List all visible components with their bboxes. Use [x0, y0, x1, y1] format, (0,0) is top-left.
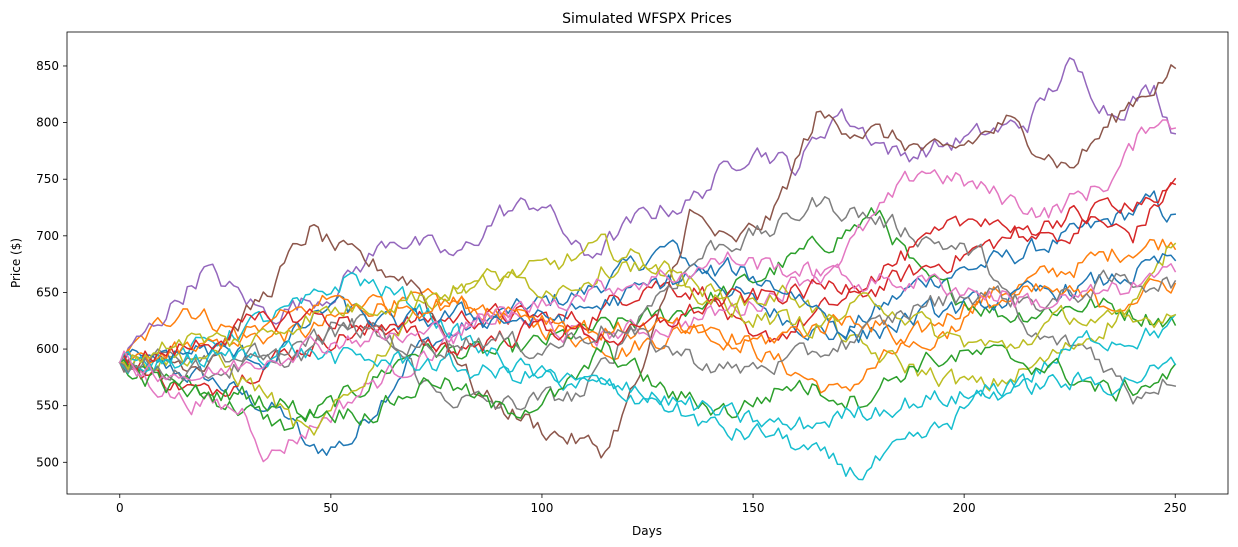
y-tick-label: 650 — [36, 285, 59, 299]
y-tick-label: 600 — [36, 342, 59, 356]
y-tick-label: 700 — [36, 229, 59, 243]
plot-frame — [66, 31, 1229, 495]
series-line-18 — [118, 251, 1177, 383]
x-tick-label: 100 — [531, 501, 554, 515]
series-layer — [118, 57, 1177, 481]
series-line-6 — [118, 64, 1177, 459]
x-tick-label: 200 — [953, 501, 976, 515]
series-line-17 — [118, 269, 1177, 382]
x-tick-label: 250 — [1164, 501, 1187, 515]
y-tick-label: 750 — [36, 172, 59, 186]
series-line-14 — [118, 182, 1177, 371]
chart-title: Simulated WFSPX Prices — [562, 11, 732, 27]
series-line-7 — [118, 119, 1177, 463]
y-tick-label: 500 — [36, 455, 59, 469]
y-axis: 500 550 600 650 700 750 800 850 — [36, 59, 67, 469]
y-tick-label: 800 — [36, 116, 59, 130]
x-axis: 0 50 100 150 200 250 — [116, 494, 1187, 515]
x-axis-title: Days — [632, 524, 662, 538]
y-axis-title: Price ($) — [9, 238, 23, 288]
x-tick-label: 50 — [323, 501, 338, 515]
y-tick-label: 850 — [36, 59, 59, 73]
series-line-10 — [118, 271, 1177, 481]
x-tick-label: 150 — [742, 501, 765, 515]
series-line-13 — [118, 339, 1177, 426]
series-line-5 — [118, 57, 1177, 364]
x-tick-label: 0 — [116, 501, 124, 515]
series-line-16 — [119, 260, 1177, 371]
y-tick-label: 550 — [36, 399, 59, 413]
series-line-8 — [118, 196, 1177, 411]
